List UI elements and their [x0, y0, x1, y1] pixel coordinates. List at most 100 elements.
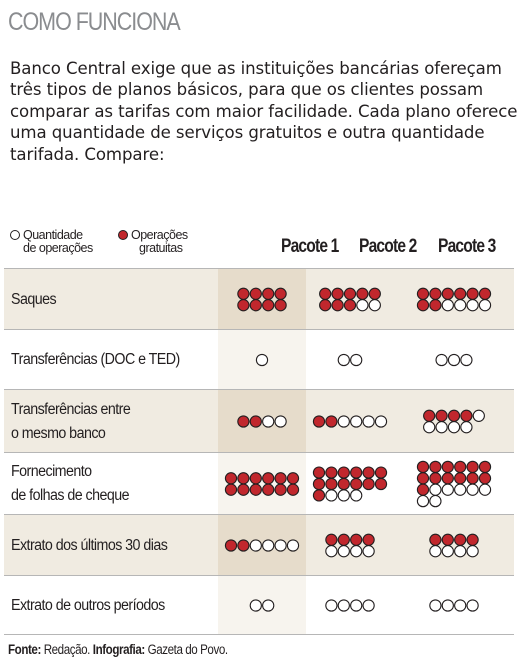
free-operation-dot: [249, 299, 262, 312]
free-operation-dot: [362, 533, 375, 546]
free-operation-dot: [466, 533, 479, 546]
operation-dot: [362, 415, 375, 428]
operation-dot: [435, 421, 448, 434]
operation-dot: [441, 483, 454, 496]
operations-circles: [224, 539, 300, 552]
operation-dot: [274, 415, 287, 428]
operation-dot: [350, 353, 363, 367]
infographic-value: Gazeta do Povo.: [147, 642, 228, 657]
operation-dot: [350, 415, 363, 428]
package-1-cell: [218, 576, 306, 635]
free-operation-dot: [466, 472, 479, 485]
legend-free: Operações gratuitas: [118, 229, 188, 255]
free-operation-dot: [350, 466, 363, 479]
operation-dot: [466, 599, 479, 612]
row-label: Transferências (DOC e TED): [11, 330, 226, 390]
legend-operations-line2: de operações: [23, 241, 93, 255]
free-operation-dot: [441, 287, 454, 300]
free-operation-dot: [325, 477, 338, 491]
operation-dot: [466, 483, 479, 496]
package-1-header: Pacote 1: [281, 236, 339, 257]
free-operation-dot: [416, 460, 430, 474]
row-label-text: Extrato dos últimos 30 dias: [11, 536, 168, 554]
operations-circles: [325, 533, 375, 558]
free-operation-dot: [319, 287, 332, 300]
operation-dot: [350, 599, 363, 612]
free-operation-dot: [356, 287, 369, 300]
legend-free-line1: Operações: [131, 228, 188, 242]
open-circle-icon: [10, 230, 20, 240]
free-operation-dot: [478, 472, 492, 485]
package-1-cell: [218, 269, 306, 330]
free-operation-dot: [362, 477, 375, 491]
operation-dot: [466, 545, 479, 558]
row-label-text: Extrato de outros períodos: [11, 596, 165, 614]
operation-dot: [429, 483, 442, 496]
operation-dot: [429, 545, 442, 558]
infographic-label: Infografia:: [92, 642, 145, 657]
free-operation-dot: [429, 472, 442, 485]
operations-circles: [255, 353, 269, 367]
free-operation-dot: [224, 472, 238, 485]
legend-operations: Quantidade de operações: [10, 229, 93, 255]
operation-dot: [350, 545, 363, 558]
operations-circles: [312, 466, 388, 502]
operations-circles: [416, 287, 492, 312]
free-operation-dot: [262, 287, 275, 300]
operation-dot: [374, 415, 388, 428]
free-operation-dot: [237, 287, 250, 300]
package-1-cell: [218, 330, 306, 390]
source-value: Redação.: [43, 642, 91, 657]
operation-dot: [286, 539, 300, 552]
package-3-cell: [394, 269, 514, 330]
table-row: Transferências (DOC e TED): [4, 329, 514, 390]
row-label-text: Transferências (DOC e TED): [11, 351, 180, 368]
free-operation-dot: [224, 483, 238, 496]
package-2-cell: [306, 330, 394, 390]
free-operation-dot: [441, 472, 454, 485]
row-label-text: Transferências entre o mesmo banco: [11, 400, 131, 442]
free-operation-dot: [429, 533, 442, 546]
intro-text: Banco Central exige que as instituições …: [10, 59, 518, 164]
operations-circles: [423, 409, 485, 434]
free-operation-dot: [350, 533, 363, 546]
free-operation-dot: [274, 299, 287, 312]
operation-dot: [441, 545, 454, 558]
row-label: Fornecimento de folhas de cheque: [11, 453, 226, 515]
free-operation-dot: [312, 489, 326, 502]
free-operation-dot: [343, 299, 357, 312]
free-operation-dot: [441, 460, 454, 474]
free-operation-dot: [423, 409, 436, 422]
free-operation-dot: [466, 460, 479, 474]
operation-dot: [435, 353, 448, 367]
free-operation-dot: [350, 477, 363, 491]
operation-dot: [262, 539, 275, 552]
free-operation-dot: [460, 409, 473, 422]
operation-dot: [249, 599, 262, 612]
free-operation-dot: [249, 483, 262, 496]
free-operation-dot: [249, 415, 262, 428]
free-operation-dot: [249, 472, 262, 485]
operation-dot: [447, 421, 461, 434]
operation-dot: [337, 545, 350, 558]
free-operation-dot: [286, 483, 300, 496]
footer-credits: Fonte: Redação. Infografia: Gazeta do Po…: [8, 642, 228, 657]
free-operation-dot: [374, 466, 388, 479]
free-operation-dot: [416, 287, 430, 300]
operations-circles: [429, 599, 479, 612]
table-row: Extrato dos últimos 30 dias: [4, 514, 514, 576]
package-2-cell: [306, 269, 394, 330]
operation-dot: [368, 299, 381, 312]
table-bottom-rule: [4, 634, 514, 635]
free-operation-dot: [337, 533, 350, 546]
free-operation-dot: [447, 409, 461, 422]
operation-dot: [441, 599, 454, 612]
table-row: Saques: [4, 268, 514, 330]
operation-dot: [262, 599, 275, 612]
free-operation-dot: [435, 409, 448, 422]
free-operation-dot: [237, 483, 250, 496]
free-operation-dot: [454, 460, 467, 474]
operation-dot: [478, 483, 492, 496]
free-operation-dot: [368, 287, 381, 300]
legend-free-line2: gratuitas: [139, 241, 183, 255]
